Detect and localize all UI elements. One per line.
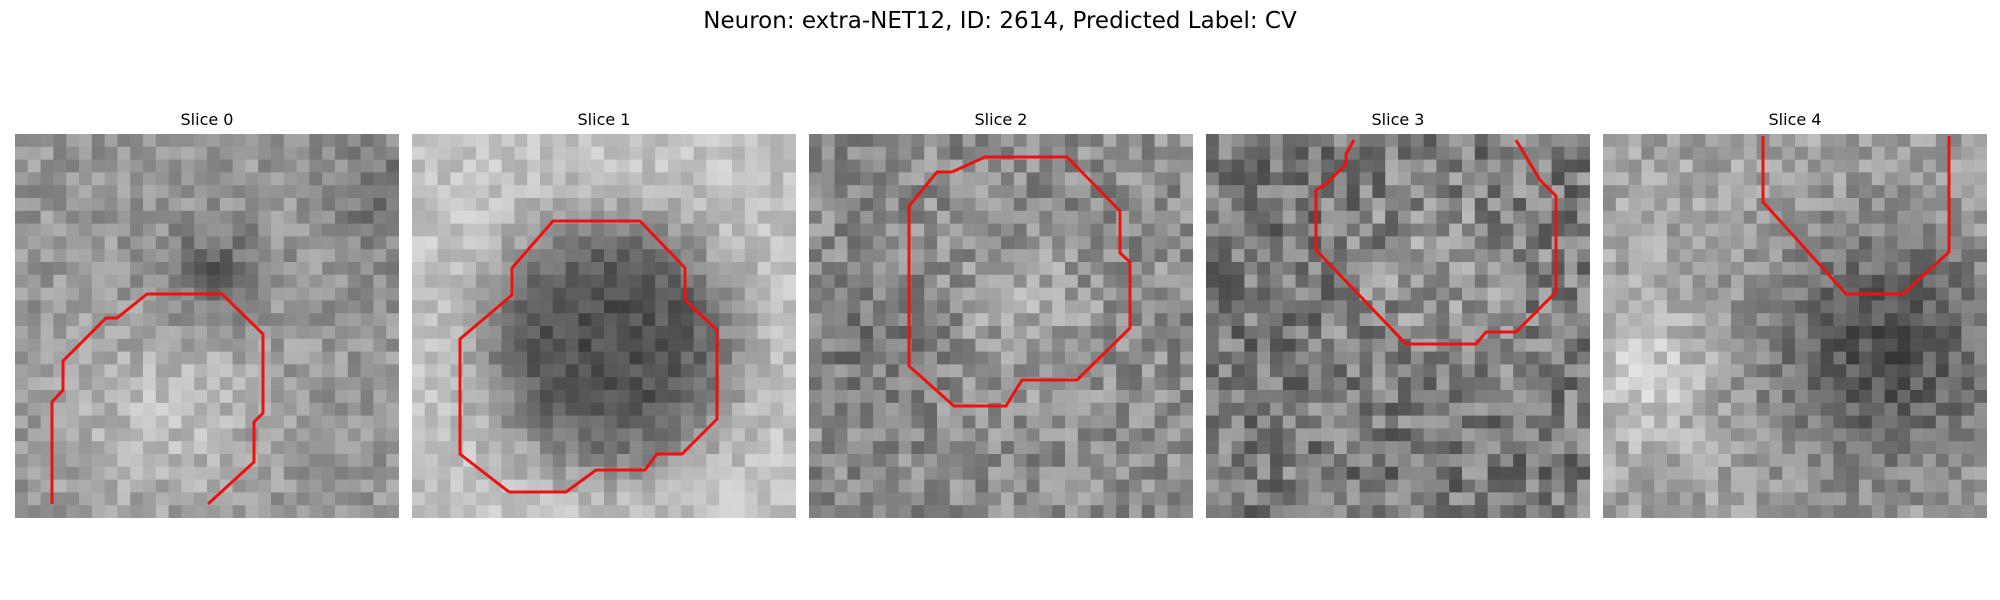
slice-title: Slice 3 (1371, 110, 1425, 129)
slice-title: Slice 1 (577, 110, 631, 129)
cell-outline (907, 155, 1132, 408)
cell-outline (1761, 136, 1951, 296)
slice-panel-2: Slice 2 (809, 108, 1193, 518)
slice-panel-0: Slice 0 (15, 108, 399, 518)
cell-outline (50, 292, 265, 506)
cell-outline (458, 219, 719, 494)
slice-title: Slice 2 (974, 110, 1028, 129)
slice-panel-3: Slice 3 (1206, 108, 1590, 518)
slice-image (1206, 134, 1590, 518)
slice-panel-1: Slice 1 (412, 108, 796, 518)
slice-image (412, 134, 796, 518)
slice-title: Slice 0 (180, 110, 234, 129)
slice-image (15, 134, 399, 518)
cell-outline (1314, 139, 1558, 346)
slice-title: Slice 4 (1768, 110, 1822, 129)
slice-image (809, 134, 1193, 518)
slice-panel-4: Slice 4 (1603, 108, 1987, 518)
slice-image (1603, 134, 1987, 518)
figure-title: Neuron: extra-NET12, ID: 2614, Predicted… (703, 8, 1297, 34)
